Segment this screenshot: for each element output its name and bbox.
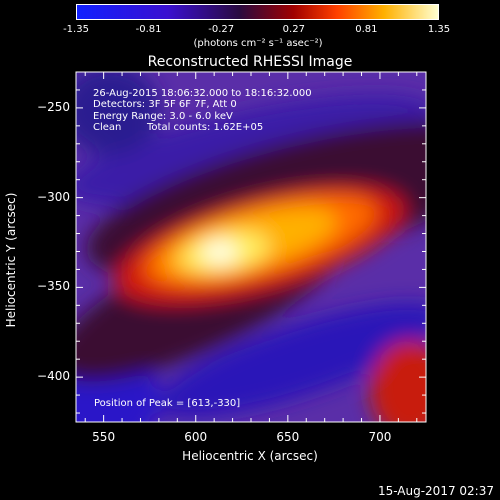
annotation-counts: Total counts: 1.62E+05 — [147, 122, 264, 133]
x-tick-label: 600 — [184, 430, 208, 444]
y-tick-label: −350 — [37, 279, 70, 294]
annotation-detectors: Detectors: 3F 5F 6F 7F, Att 0 — [93, 99, 237, 110]
colorbar-unit-label: (photons cm⁻² s⁻¹ asec⁻²) — [193, 38, 323, 49]
colorbar-tick: -1.35 — [63, 24, 89, 35]
chart-title: Reconstructed RHESSI Image — [147, 54, 353, 70]
x-tick-label: 700 — [368, 430, 392, 444]
axis-ticks — [76, 71, 426, 422]
x-tick-label: 550 — [92, 430, 116, 444]
y-axis-label: Heliocentric Y (arcsec) — [4, 192, 18, 328]
colorbar — [76, 4, 439, 20]
flare-peak — [202, 240, 238, 264]
negative-band — [76, 72, 160, 155]
timestamp: 15-Aug-2017 02:37 — [377, 484, 494, 498]
colorbar-tick: -0.81 — [135, 24, 162, 35]
annotation-energy: Energy Range: 3.0 - 6.0 keV — [93, 111, 233, 122]
corner-red — [370, 340, 426, 422]
colorbar-tick: -0.27 — [208, 24, 235, 35]
y-tick-label: −400 — [37, 369, 70, 384]
y-tick-label: −300 — [37, 189, 70, 204]
colorbar-tick: 0.27 — [282, 24, 305, 35]
annotation-method: Clean — [93, 122, 122, 133]
heatmap-image — [76, 72, 426, 422]
annotation-time-range: 26-Aug-2015 18:06:32.000 to 18:16:32.000 — [93, 88, 312, 99]
y-tick-label: −250 — [37, 99, 70, 114]
colorbar-tick: 0.81 — [355, 24, 378, 35]
x-axis-label: Heliocentric X (arcsec) — [182, 449, 318, 463]
negative-band — [156, 302, 426, 418]
negative-band — [76, 94, 426, 206]
x-tick-label: 650 — [276, 430, 300, 444]
colorbar-tick: 1.35 — [427, 24, 451, 35]
annotation-peak: Position of Peak = [613,-330] — [94, 398, 241, 409]
